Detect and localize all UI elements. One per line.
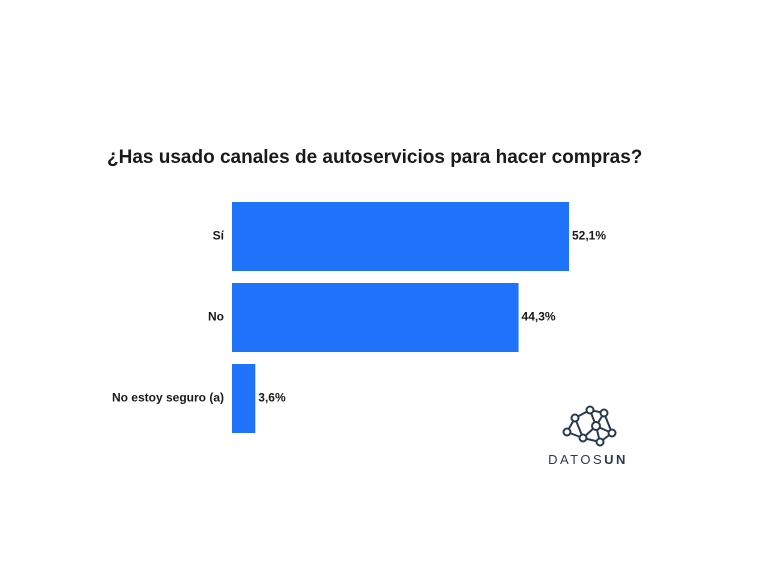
logo — [562, 405, 617, 447]
bar — [232, 364, 256, 433]
value-label: 3,6% — [258, 391, 286, 405]
category-label: Sí — [213, 229, 225, 243]
logo-text-bold: UN — [604, 452, 628, 467]
logo-text: DATOSUN — [548, 452, 628, 467]
logo-text-regular: DATOS — [548, 452, 604, 467]
bar — [232, 202, 569, 271]
chart-title: ¿Has usado canales de autoservicios para… — [107, 147, 642, 168]
value-label: 44,3% — [522, 310, 556, 324]
category-label: No — [208, 310, 224, 324]
category-label: No estoy seguro (a) — [112, 391, 224, 405]
bar — [232, 283, 519, 352]
value-label: 52,1% — [572, 229, 606, 243]
